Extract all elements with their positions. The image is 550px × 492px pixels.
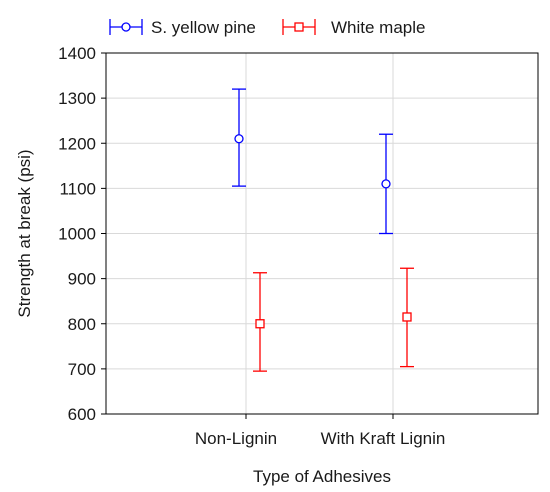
x-axis-title: Type of Adhesives bbox=[253, 467, 391, 486]
x-tick-label: Non-Lignin bbox=[195, 429, 277, 448]
y-tick-label: 600 bbox=[68, 405, 96, 424]
legend: S. yellow pine White maple bbox=[109, 18, 425, 37]
series-2 bbox=[253, 267, 414, 372]
y-tick-label: 1000 bbox=[58, 225, 96, 244]
y-tick-label: 1300 bbox=[58, 89, 96, 108]
y-tick-label: 1200 bbox=[58, 134, 96, 153]
x-tick-label: With Kraft Lignin bbox=[321, 429, 446, 448]
legend-item: S. yellow pine bbox=[109, 18, 256, 37]
data-point-square bbox=[402, 312, 412, 322]
legend-item: White maple bbox=[282, 18, 425, 37]
y-tick-label: 800 bbox=[68, 315, 96, 334]
series-layer bbox=[232, 88, 414, 372]
y-tick-label: 900 bbox=[68, 270, 96, 289]
y-axis: 600 700 800 900 1000 1100 1200 1300 1400 bbox=[58, 44, 106, 424]
legend-label: White maple bbox=[331, 18, 425, 37]
legend-marker-square bbox=[294, 22, 304, 32]
y-tick-label: 1400 bbox=[58, 44, 96, 63]
legend-label: S. yellow pine bbox=[151, 18, 256, 37]
series-1 bbox=[232, 88, 393, 235]
y-axis-title: Strength at break (psi) bbox=[15, 149, 34, 317]
x-axis: Non-Lignin With Kraft Lignin bbox=[195, 414, 445, 448]
data-point-circle bbox=[381, 179, 391, 189]
y-tick-label: 700 bbox=[68, 360, 96, 379]
grid bbox=[106, 52, 538, 415]
legend-marker-circle bbox=[121, 22, 131, 32]
data-point-circle bbox=[234, 134, 244, 144]
y-tick-label: 1100 bbox=[59, 179, 96, 198]
data-point-square bbox=[255, 319, 265, 329]
